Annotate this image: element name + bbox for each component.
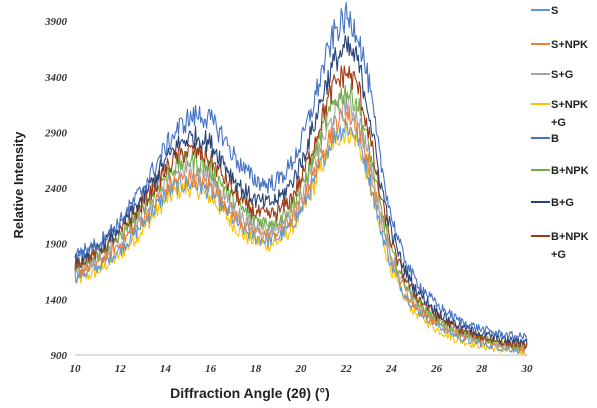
x-tick-label: 16: [205, 363, 217, 375]
x-tick-label: 28: [475, 363, 488, 375]
x-tick-labels: 10 12 14 16 18 20 22 24 26 28 30: [70, 363, 534, 375]
legend-label: +G: [551, 117, 566, 129]
series-line-b: [74, 2, 528, 342]
y-tick-label: 2400: [44, 183, 68, 195]
legend-label: S+NPK: [551, 39, 588, 51]
series-line-b-npk-g: [74, 65, 528, 350]
x-tick-label: 20: [295, 363, 308, 375]
legend-label: B+NPK: [551, 165, 589, 177]
series-line-s-g: [74, 94, 528, 351]
x-tick-label: 18: [250, 363, 262, 375]
y-tick-label: 1900: [45, 239, 68, 251]
legend: S S+NPK S+G S+NPK +G B B+NPK B+G B+NPK +G: [531, 5, 589, 261]
x-tick-label: 24: [385, 363, 398, 375]
x-tick-label: 12: [115, 363, 127, 375]
y-tick-label: 1400: [45, 294, 68, 306]
x-tick-label: 10: [70, 363, 82, 375]
legend-label: B: [551, 133, 559, 145]
x-tick-label: 26: [430, 363, 443, 375]
plot-area: [74, 2, 528, 357]
x-tick-label: 30: [521, 363, 534, 375]
legend-label: +G: [551, 249, 566, 261]
legend-label: S: [551, 5, 558, 17]
legend-label: S+NPK: [551, 99, 588, 111]
legend-label: B+NPK: [551, 231, 589, 243]
series-line-b-g: [74, 34, 528, 346]
legend-label: B+G: [551, 197, 574, 209]
y-tick-label: 3900: [44, 16, 68, 28]
y-tick-label: 900: [51, 350, 68, 362]
y-tick-labels: 900 1400 1900 2400 2900 3400 3900: [44, 16, 68, 362]
x-tick-label: 14: [160, 363, 172, 375]
y-tick-label: 3400: [44, 72, 68, 84]
series-line-b-npk: [74, 83, 528, 350]
x-axis-title: Diffraction Angle (2θ) (°): [170, 385, 330, 401]
y-axis-title: Relative Intensity: [11, 131, 26, 239]
x-tick-label: 22: [340, 363, 353, 375]
y-tick-label: 2900: [44, 127, 68, 139]
series-line-s: [74, 120, 528, 354]
legend-label: S+G: [551, 69, 573, 81]
